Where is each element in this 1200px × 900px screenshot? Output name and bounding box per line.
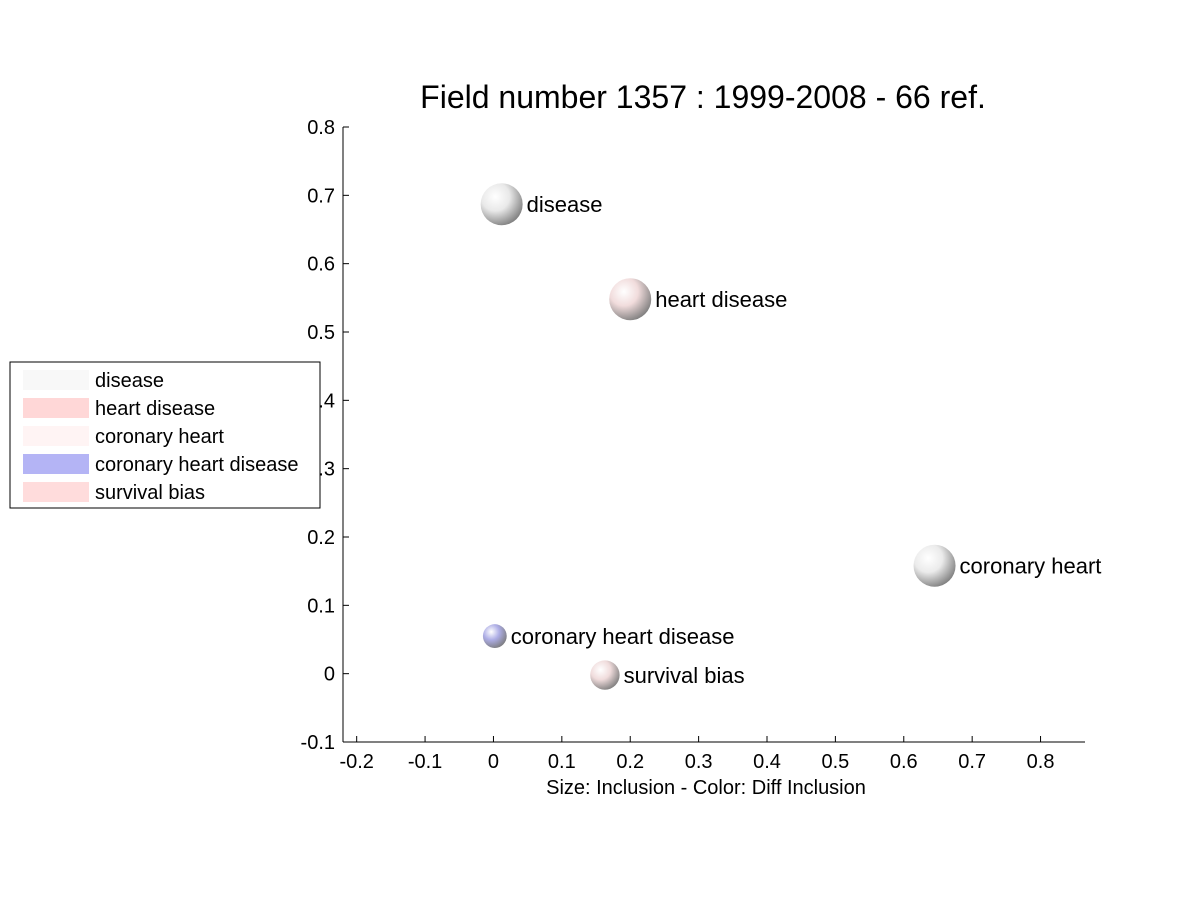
- data-point: [609, 278, 652, 321]
- legend-label: coronary heart: [95, 426, 224, 448]
- x-tick-label: 0: [488, 751, 499, 773]
- x-tick-label: 0.5: [821, 751, 849, 773]
- data-point: [590, 660, 620, 690]
- data-point-label: disease: [527, 192, 603, 217]
- legend-swatch: [23, 454, 89, 474]
- data-point: [482, 624, 507, 648]
- legend-label: survival bias: [95, 482, 205, 504]
- x-tick-label: -0.2: [339, 751, 373, 773]
- points-layer: disease heart disease coronary heart corona…: [480, 183, 1102, 690]
- legend: disease heart disease coronary heart corona…: [9, 361, 321, 509]
- y-tick-label: 0.2: [307, 527, 335, 549]
- legend-swatch: [23, 398, 89, 418]
- data-point-label: heart disease: [655, 287, 787, 312]
- x-tick-label: 0.2: [616, 751, 644, 773]
- x-tick-label: 0.7: [958, 751, 986, 773]
- axes: -0.2 -0.1 0 0.1 0.2 0.3 0.4 0.5 0.6 0.7 0.8-0.100.…: [301, 117, 1085, 773]
- x-tick-label: 0.6: [890, 751, 918, 773]
- legend-label: heart disease: [95, 398, 215, 420]
- y-tick-label: 0.5: [307, 322, 335, 344]
- y-tick-label: 0.8: [307, 117, 335, 139]
- y-tick-label: 0.1: [307, 595, 335, 617]
- x-tick-label: 0.4: [753, 751, 781, 773]
- x-tick-label: -0.1: [408, 751, 442, 773]
- x-axis-label: Size: Inclusion - Color: Diff Inclusion: [546, 777, 866, 799]
- legend-label: coronary heart disease: [95, 454, 298, 476]
- x-tick-label: 0.3: [685, 751, 713, 773]
- legend-swatch: [23, 370, 89, 390]
- legend-swatch: [23, 426, 89, 446]
- legend-label: disease: [95, 370, 164, 392]
- x-tick-label: 0.1: [548, 751, 576, 773]
- chart-title: Field number 1357 : 1999-2008 - 66 ref.: [420, 79, 986, 115]
- data-point-label: coronary heart disease: [511, 624, 735, 649]
- y-tick-label: 0: [324, 664, 335, 686]
- data-point-label: survival bias: [624, 663, 745, 688]
- y-tick-label: -0.1: [301, 732, 335, 754]
- y-tick-label: 0.7: [307, 185, 335, 207]
- data-point-label: coronary heart: [960, 554, 1102, 579]
- data-point: [480, 183, 523, 226]
- data-point: [913, 544, 956, 587]
- x-tick-label: 0.8: [1027, 751, 1055, 773]
- legend-swatch: [23, 482, 89, 502]
- y-tick-label: 0.6: [307, 254, 335, 276]
